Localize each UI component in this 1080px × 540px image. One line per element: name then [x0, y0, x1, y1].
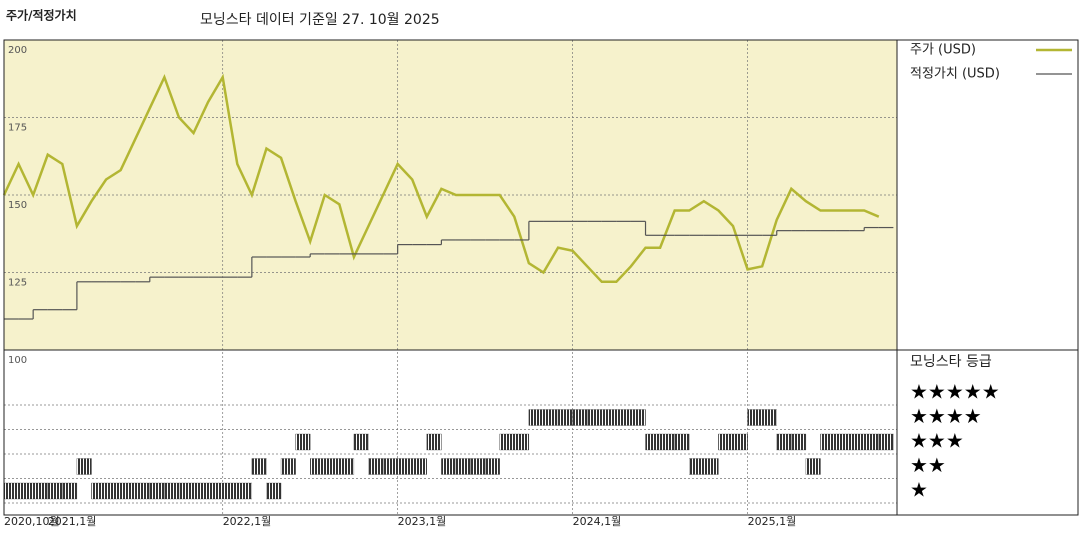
rating-bar	[382, 458, 398, 475]
rating-label: ★★★★★	[910, 380, 1000, 404]
rating-bar	[178, 482, 194, 500]
rating-label: ★★	[910, 453, 946, 477]
rating-bar	[33, 482, 48, 500]
frame	[3, 39, 1079, 516]
rating-bar	[339, 458, 355, 475]
rating-bar	[47, 482, 63, 500]
y-tick-label: 200	[8, 45, 27, 56]
rating-bar	[368, 458, 384, 475]
rating-bar	[747, 409, 763, 426]
rating-bar	[499, 433, 515, 451]
y-tick-label: 150	[8, 200, 27, 211]
rating-bar	[91, 482, 107, 500]
y-tick-label: 125	[8, 278, 27, 289]
rating-label: ★★★	[910, 429, 964, 453]
rating-bar	[572, 409, 588, 426]
rating-bar	[455, 458, 471, 475]
rating-bar	[324, 458, 340, 475]
rating-bar	[864, 433, 879, 451]
rating-bar	[601, 409, 617, 426]
rating-bar	[193, 482, 209, 500]
rating-bar	[674, 433, 690, 451]
rating-bar	[207, 482, 223, 500]
rating-label: ★	[910, 478, 928, 502]
rating-bar	[557, 409, 573, 426]
rating-bar	[149, 482, 165, 500]
rating-bar	[470, 458, 486, 475]
rating-bar	[18, 482, 34, 500]
rating-bar	[514, 433, 530, 451]
rating-bar	[776, 433, 792, 451]
x-tick-label: 2023,1월	[398, 515, 447, 528]
x-tick-label: 2021,1월	[48, 515, 97, 528]
rating-bar	[543, 409, 559, 426]
rating-bar	[135, 482, 150, 500]
rating-bar	[645, 433, 661, 451]
rating-bar	[630, 409, 646, 426]
x-tick-label: 2025,1월	[748, 515, 797, 528]
y-tick-label: 100	[8, 355, 27, 366]
chart-subtitle: 모닝스타 데이터 기준일 27. 10월 2025	[200, 12, 440, 28]
rating-title: 모닝스타 등급	[910, 354, 992, 370]
rating-bar	[76, 458, 92, 475]
rating-bar	[237, 482, 253, 500]
rating-bar	[791, 433, 807, 451]
rating-bar	[3, 482, 19, 500]
chart-title: 주가/적정가치	[6, 8, 77, 23]
rating-bar	[820, 433, 836, 451]
rating-bar	[528, 409, 544, 426]
rating-label: ★★★★	[910, 404, 982, 428]
rating-bar	[280, 458, 296, 475]
rating-bar	[616, 409, 632, 426]
rating-bar	[251, 458, 267, 475]
rating-bar	[762, 409, 777, 426]
rating-bar	[222, 482, 238, 500]
rating-bar	[659, 433, 675, 451]
rating-bar	[426, 433, 442, 451]
rating-bar	[164, 482, 180, 500]
x-tick-label: 2020,10월	[4, 515, 60, 528]
rating-bar	[295, 433, 311, 451]
legend-label: 주가 (USD)	[910, 43, 976, 58]
rating-bar	[718, 433, 734, 451]
rating-bar	[412, 458, 427, 475]
rating-bar	[62, 482, 78, 500]
rating-bar	[849, 433, 865, 451]
rating-bar	[587, 409, 602, 426]
price-line	[2, 73, 880, 284]
rating-bar	[703, 458, 719, 475]
y-tick-label: 175	[8, 123, 27, 134]
rating-bar	[353, 433, 369, 451]
legend-label: 적정가치 (USD)	[910, 67, 1000, 82]
rating-bar	[805, 458, 821, 475]
rating-bar	[732, 433, 748, 451]
rating-bar	[105, 482, 121, 500]
rating-bar	[834, 433, 850, 451]
rating-bar	[484, 458, 500, 475]
rating-bar	[689, 458, 704, 475]
rating-bar	[441, 458, 457, 475]
rating-bar	[310, 458, 325, 475]
x-tick-label: 2022,1월	[223, 515, 272, 528]
rating-bar	[397, 458, 413, 475]
rating-bar	[120, 482, 136, 500]
rating-bar	[266, 482, 282, 500]
x-tick-label: 2024,1월	[573, 515, 622, 528]
rating-bar	[878, 433, 894, 451]
